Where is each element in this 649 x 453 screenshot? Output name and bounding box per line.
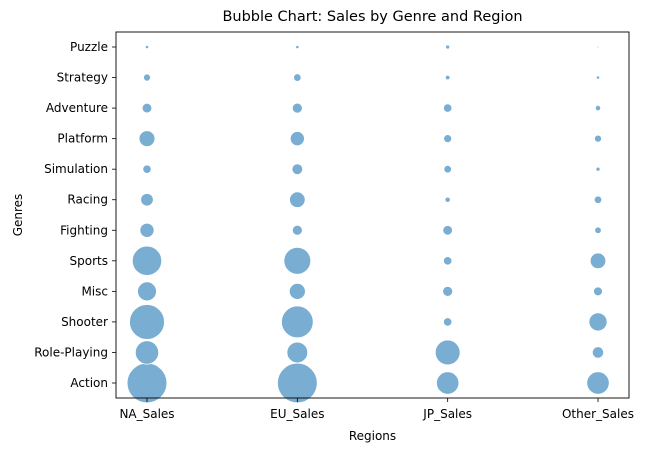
bubble-misc-eu-sales [288,282,306,300]
x-tick-label-na-sales: NA_Sales [119,407,174,421]
bubble-simulation-na-sales [142,164,152,174]
bubble-action-other-sales [586,371,610,395]
bubble-role-playing-other-sales [591,346,605,359]
bubble-racing-other-sales [593,195,603,204]
bubble-action-na-sales [126,362,168,404]
bubble-fighting-other-sales [594,226,602,234]
bubble-racing-jp-sales [444,196,451,203]
bubble-platform-na-sales [138,130,156,147]
bubble-racing-eu-sales [289,191,306,208]
bubble-shooter-other-sales [588,312,608,332]
bubble-misc-jp-sales [442,285,454,297]
y-tick-label-sports: Sports [70,254,108,268]
y-tick-label-racing: Racing [67,193,108,207]
y-tick-label-misc: Misc [81,284,108,298]
y-tick-label-role-playing: Role-Playing [34,345,108,359]
bubble-platform-jp-sales [443,134,453,144]
x-axis-title: Regions [349,429,396,443]
y-tick-label-simulation: Simulation [44,162,108,176]
y-tick-label-fighting: Fighting [60,223,108,237]
bubble-platform-other-sales [594,134,602,143]
bubble-role-playing-jp-sales [434,339,461,366]
y-tick-label-adventure: Adventure [46,101,108,115]
bubble-strategy-jp-sales [444,74,451,81]
bubble-layer [126,44,610,404]
bubble-misc-other-sales [593,286,603,297]
chart-title: Bubble Chart: Sales by Genre and Region [222,9,522,25]
bubble-racing-na-sales [140,193,154,207]
y-tick-label-puzzle: Puzzle [70,40,108,54]
y-axis-title: Genres [11,194,25,237]
x-axis: NA_Sales EU_Sales JP_Sales Other_Sales [119,398,634,421]
bubble-fighting-na-sales [139,222,155,238]
x-tick-label-other-sales: Other_Sales [562,407,634,421]
bubble-adventure-eu-sales [291,102,303,114]
y-axis: Action Role-Playing Shooter Misc Sports Fight… [34,40,116,390]
bubble-sports-other-sales [589,252,607,270]
bubble-shooter-na-sales [129,304,165,340]
y-tick-label-strategy: Strategy [57,71,108,85]
bubble-adventure-jp-sales [443,103,453,113]
y-tick-label-shooter: Shooter [61,315,108,329]
bubble-simulation-jp-sales [443,164,452,174]
y-tick-label-platform: Platform [57,132,108,146]
bubble-strategy-other-sales [595,75,601,80]
bubble-strategy-na-sales [143,73,151,82]
bubble-shooter-jp-sales [443,317,453,327]
bubble-puzzle-other-sales [596,45,600,49]
bubble-role-playing-na-sales [134,340,160,365]
bubble-platform-eu-sales [289,131,305,147]
bubble-fighting-eu-sales [291,224,303,236]
bubble-sports-jp-sales [443,256,453,266]
x-tick-label-eu-sales: EU_Sales [270,407,324,421]
bubble-misc-na-sales [137,281,157,302]
bubble-puzzle-jp-sales [445,44,451,50]
bubble-shooter-eu-sales [281,305,314,339]
bubble-fighting-jp-sales [442,225,453,236]
plot-frame [115,31,630,399]
bubble-role-playing-eu-sales [286,341,309,364]
bubble-sports-eu-sales [283,247,312,275]
bubble-puzzle-na-sales [144,44,150,50]
bubble-adventure-na-sales [141,102,153,114]
bubble-action-eu-sales [277,362,318,404]
y-tick-label-action: Action [70,376,108,390]
bubble-sports-na-sales [131,245,163,276]
bubble-strategy-eu-sales [293,73,302,82]
bubble-action-jp-sales [436,371,460,395]
bubble-simulation-eu-sales [291,163,304,175]
bubble-simulation-other-sales [595,166,601,172]
x-tick-label-jp-sales: JP_Sales [422,407,472,421]
bubble-puzzle-eu-sales [295,44,300,50]
bubble-adventure-other-sales [594,105,602,112]
